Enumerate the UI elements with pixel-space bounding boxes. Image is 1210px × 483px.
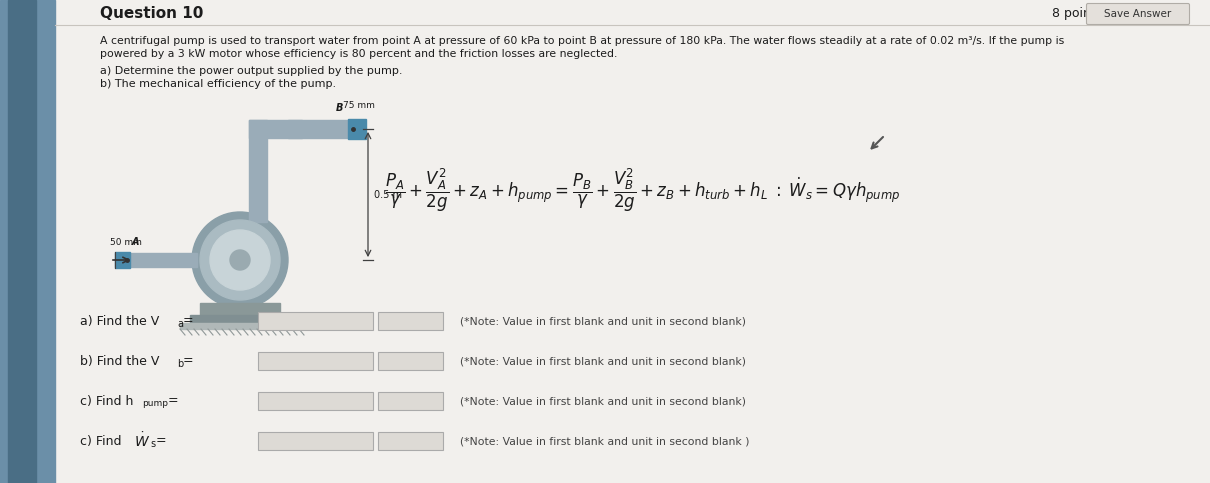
Text: b) The mechanical efficiency of the pump.: b) The mechanical efficiency of the pump…: [100, 79, 336, 89]
Text: $\dfrac{P_A}{\gamma} + \dfrac{V_A^2}{2g} + z_A + h_{pump} = \dfrac{P_B}{\gamma} : $\dfrac{P_A}{\gamma} + \dfrac{V_A^2}{2g}…: [385, 166, 900, 213]
Bar: [258, 432, 373, 450]
Bar: [249, 120, 267, 222]
Text: (*Note: Value in first blank and unit in second blank): (*Note: Value in first blank and unit in…: [460, 356, 747, 366]
Bar: [348, 119, 365, 139]
Text: 50 mm: 50 mm: [110, 238, 142, 247]
Bar: [378, 392, 443, 410]
Text: Question 10: Question 10: [100, 6, 203, 22]
Text: s: s: [150, 439, 155, 449]
Text: b) Find the V: b) Find the V: [80, 355, 160, 368]
Bar: [258, 312, 373, 330]
Text: Save Answer: Save Answer: [1105, 9, 1171, 19]
Circle shape: [211, 230, 270, 290]
Text: 0.5 m: 0.5 m: [374, 189, 402, 199]
Bar: [115, 253, 197, 267]
Text: (*Note: Value in first blank and unit in second blank ): (*Note: Value in first blank and unit in…: [460, 436, 749, 446]
Bar: [115, 252, 129, 268]
Text: b: b: [177, 359, 183, 369]
Text: A centrifugal pump is used to transport water from point A at pressure of 60 kPa: A centrifugal pump is used to transport …: [100, 36, 1065, 46]
Bar: [180, 323, 300, 329]
Bar: [200, 303, 280, 315]
Text: A: A: [132, 237, 139, 247]
Text: a) Determine the power output supplied by the pump.: a) Determine the power output supplied b…: [100, 66, 403, 76]
FancyBboxPatch shape: [1087, 3, 1189, 25]
Bar: [258, 352, 373, 370]
Text: pump: pump: [142, 399, 168, 409]
Text: B: B: [336, 103, 344, 113]
Text: =: =: [183, 314, 194, 327]
Text: =: =: [156, 435, 167, 448]
Text: c) Find h: c) Find h: [80, 395, 133, 408]
Circle shape: [192, 212, 288, 308]
Circle shape: [200, 220, 280, 300]
Bar: [378, 352, 443, 370]
Text: a: a: [177, 319, 183, 329]
Text: (*Note: Value in first blank and unit in second blank): (*Note: Value in first blank and unit in…: [460, 316, 747, 326]
Text: 75 mm: 75 mm: [342, 101, 375, 110]
Bar: [190, 315, 290, 323]
Text: powered by a 3 kW motor whose efficiency is 80 percent and the friction losses a: powered by a 3 kW motor whose efficiency…: [100, 49, 617, 59]
Text: $\dot{W}$: $\dot{W}$: [134, 432, 150, 450]
Text: (*Note: Value in first blank and unit in second blank): (*Note: Value in first blank and unit in…: [460, 396, 747, 406]
Text: =: =: [168, 395, 179, 408]
Bar: [258, 392, 373, 410]
Bar: [249, 120, 302, 138]
Bar: [0, 0, 54, 483]
Bar: [378, 432, 443, 450]
Bar: [288, 120, 353, 138]
Text: a) Find the V: a) Find the V: [80, 314, 160, 327]
Bar: [8, 0, 36, 483]
Text: c) Find: c) Find: [80, 435, 126, 448]
Circle shape: [230, 250, 250, 270]
Text: =: =: [183, 355, 194, 368]
Text: 8 points: 8 points: [1051, 8, 1102, 20]
Bar: [378, 312, 443, 330]
